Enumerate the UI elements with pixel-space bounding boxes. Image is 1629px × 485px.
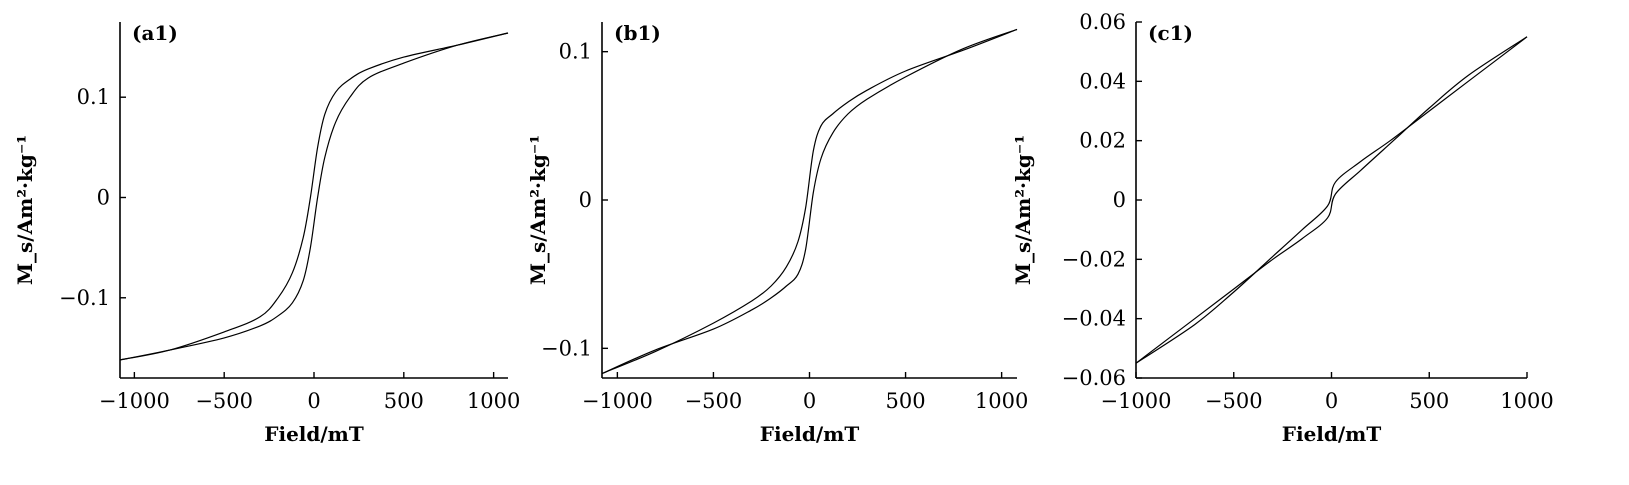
panel-label: (b1) bbox=[614, 21, 661, 45]
y-tick-label: −0.06 bbox=[1062, 366, 1126, 390]
chart-panel-2: −1000 −500 0 500 1000 −0.1 0 0.1 (b1) Field/mT M_s… bbox=[526, 21, 1028, 446]
y-tick-label: 0.06 bbox=[1079, 10, 1126, 34]
x-tick-label: 1000 bbox=[1500, 389, 1553, 413]
x-tick-label: 0 bbox=[307, 389, 320, 413]
x-axis-title: Field/mT bbox=[1282, 422, 1382, 446]
hysteresis-branch-1 bbox=[601, 28, 1018, 375]
hysteresis-branch-2 bbox=[1135, 36, 1528, 364]
hysteresis-branch-2 bbox=[119, 32, 509, 361]
y-axis-title: M_s/Am²·kg⁻¹ bbox=[13, 135, 37, 285]
y-tick-label: −0.04 bbox=[1062, 307, 1126, 331]
x-tick-label: −1000 bbox=[1100, 389, 1171, 413]
hysteresis-branch-1 bbox=[119, 32, 509, 361]
hysteresis-branch-2 bbox=[601, 28, 1018, 375]
y-tick-label: 0.1 bbox=[77, 85, 110, 109]
y-tick-label: 0.02 bbox=[1079, 129, 1126, 153]
y-tick-label: 0.04 bbox=[1079, 69, 1126, 93]
x-tick-label: −1000 bbox=[582, 389, 653, 413]
panel-label: (c1) bbox=[1148, 21, 1193, 45]
hysteresis-branch-1 bbox=[1135, 36, 1528, 364]
chart-panel-3: −1000 −500 0 500 1000 −0.06 −0.04 −0.02 0 0.02 0.0… bbox=[1011, 10, 1554, 446]
x-tick-label: 500 bbox=[1409, 389, 1449, 413]
y-axis-title: M_s/Am²·kg⁻¹ bbox=[526, 135, 550, 285]
chart-panel-1: −1000 −500 0 500 1000 −0.1 0 0.1 (a1) Field/mT M_s… bbox=[13, 21, 520, 446]
y-tick-label: 0.1 bbox=[559, 40, 592, 64]
x-tick-label: 1000 bbox=[975, 389, 1028, 413]
x-axis-title: Field/mT bbox=[760, 422, 860, 446]
y-tick-label: −0.1 bbox=[59, 286, 110, 310]
x-tick-label: 500 bbox=[384, 389, 424, 413]
x-tick-label: −500 bbox=[685, 389, 743, 413]
x-tick-label: −500 bbox=[195, 389, 253, 413]
x-tick-label: −500 bbox=[1205, 389, 1263, 413]
x-tick-label: 500 bbox=[886, 389, 926, 413]
x-tick-label: 0 bbox=[803, 389, 816, 413]
y-tick-label: −0.1 bbox=[541, 336, 592, 360]
panel-label: (a1) bbox=[132, 21, 178, 45]
x-axis-title: Field/mT bbox=[264, 422, 364, 446]
x-tick-label: 1000 bbox=[467, 389, 520, 413]
y-tick-label: −0.02 bbox=[1062, 247, 1126, 271]
x-tick-label: −1000 bbox=[99, 389, 170, 413]
y-tick-label: 0 bbox=[1113, 188, 1126, 212]
y-tick-label: 0 bbox=[579, 188, 592, 212]
y-tick-label: 0 bbox=[97, 185, 110, 209]
x-tick-label: 0 bbox=[1325, 389, 1338, 413]
y-axis-title: M_s/Am²·kg⁻¹ bbox=[1011, 135, 1035, 285]
